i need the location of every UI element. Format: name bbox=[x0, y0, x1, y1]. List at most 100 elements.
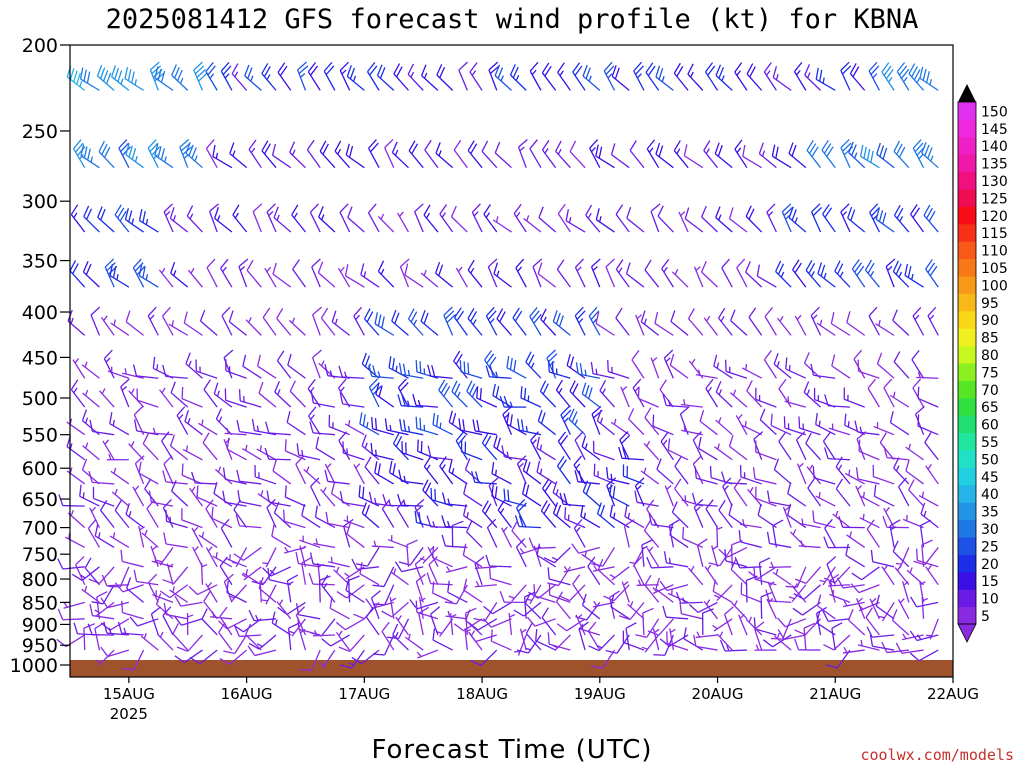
wind-barb bbox=[785, 357, 807, 379]
wind-barb bbox=[574, 306, 586, 336]
wind-barb bbox=[895, 642, 924, 654]
wind-barb bbox=[927, 306, 939, 336]
wind-barb bbox=[124, 208, 144, 233]
wind-barb bbox=[875, 319, 895, 336]
wind-barb bbox=[182, 445, 203, 461]
wind-barb bbox=[704, 62, 719, 91]
wind-barb bbox=[229, 142, 248, 169]
wind-barb bbox=[445, 566, 468, 573]
wind-barb bbox=[709, 465, 733, 485]
wind-barb bbox=[306, 139, 321, 169]
colorbar-segment bbox=[958, 276, 976, 294]
wind-barb bbox=[585, 204, 601, 233]
wind-barb bbox=[206, 258, 218, 288]
wind-barb bbox=[126, 577, 144, 603]
wind-barb bbox=[366, 62, 380, 91]
wind-barb bbox=[881, 641, 909, 654]
wind-barb bbox=[138, 461, 159, 485]
colorbar-label: 125 bbox=[981, 191, 1008, 207]
wind-barb bbox=[869, 634, 895, 651]
wind-barb bbox=[336, 584, 365, 599]
wind-barb bbox=[742, 144, 763, 169]
wind-barb bbox=[773, 632, 792, 651]
wind-barb bbox=[174, 649, 203, 664]
ground-surface bbox=[70, 660, 953, 677]
wind-barb bbox=[694, 466, 718, 485]
wind-barb bbox=[566, 354, 586, 379]
wind-barb bbox=[162, 606, 174, 636]
wind-barb bbox=[821, 139, 836, 169]
wind-barb bbox=[223, 634, 248, 655]
wind-barb bbox=[106, 453, 129, 461]
wind-barb bbox=[163, 455, 174, 485]
wind-barb bbox=[575, 362, 600, 379]
colorbar-label: 140 bbox=[981, 139, 1008, 155]
wind-barb bbox=[474, 580, 497, 588]
wind-barb bbox=[241, 566, 262, 581]
y-tick-label: 800 bbox=[22, 569, 58, 591]
wind-barb bbox=[224, 427, 247, 436]
wind-barb bbox=[824, 518, 836, 548]
wind-barb bbox=[506, 412, 527, 436]
wind-barb bbox=[384, 418, 409, 436]
wind-barb bbox=[909, 649, 939, 662]
wind-barb bbox=[299, 649, 321, 671]
wind-barb bbox=[501, 526, 513, 548]
wind-barb bbox=[641, 634, 660, 653]
wind-barb bbox=[122, 649, 145, 671]
wind-barb bbox=[92, 486, 115, 507]
wind-barb bbox=[777, 617, 807, 628]
wind-barb bbox=[856, 431, 867, 461]
wind-barb bbox=[723, 606, 734, 636]
wind-barb bbox=[569, 380, 586, 408]
wind-barb bbox=[637, 386, 659, 408]
wind-barb bbox=[338, 365, 365, 379]
wind-barb bbox=[271, 611, 292, 636]
wind-barb bbox=[556, 259, 571, 288]
wind-barb bbox=[573, 455, 586, 485]
colorbar-label: 135 bbox=[981, 157, 1008, 173]
wind-barb bbox=[387, 618, 410, 640]
wind-barb bbox=[745, 616, 763, 636]
wind-barb bbox=[746, 380, 763, 408]
wind-barb bbox=[88, 566, 115, 584]
wind-barb bbox=[634, 490, 659, 507]
wind-barb bbox=[247, 645, 277, 657]
wind-barb bbox=[368, 378, 382, 408]
colorbar-max-arrow bbox=[958, 84, 976, 102]
wind-barb bbox=[923, 204, 939, 233]
wind-barb bbox=[486, 518, 498, 548]
wind-barb bbox=[679, 602, 703, 620]
wind-barb bbox=[889, 519, 901, 548]
credit-link[interactable]: coolwx.com/models bbox=[860, 746, 1014, 764]
wind-barb bbox=[266, 490, 291, 507]
wind-barb bbox=[587, 621, 601, 651]
wind-barb bbox=[682, 526, 704, 549]
wind-barb bbox=[609, 504, 630, 529]
wind-barb bbox=[713, 354, 733, 379]
y-tick-label: 1000 bbox=[10, 655, 58, 677]
y-tick-label: 450 bbox=[22, 347, 58, 369]
wind-barb bbox=[590, 361, 615, 379]
colorbar-label: 75 bbox=[981, 365, 999, 381]
wind-barb bbox=[893, 457, 910, 485]
wind-barb bbox=[205, 582, 218, 603]
wind-barb bbox=[242, 444, 262, 461]
wind-barb bbox=[309, 552, 335, 568]
wind-barb bbox=[773, 458, 792, 485]
wind-barb bbox=[868, 306, 880, 336]
wind-barb bbox=[324, 463, 336, 485]
wind-barb bbox=[704, 564, 719, 586]
wind-barb bbox=[490, 629, 512, 651]
wind-barb bbox=[741, 363, 762, 379]
wind-barb bbox=[622, 464, 645, 485]
wind-barb bbox=[720, 471, 748, 485]
wind-barb bbox=[781, 203, 793, 233]
wind-barb bbox=[754, 644, 777, 651]
wind-barb bbox=[103, 621, 129, 636]
wind-barb bbox=[370, 590, 381, 620]
wind-barb bbox=[499, 590, 527, 604]
colorbar-label: 100 bbox=[981, 278, 1008, 294]
wind-barb bbox=[652, 628, 660, 651]
